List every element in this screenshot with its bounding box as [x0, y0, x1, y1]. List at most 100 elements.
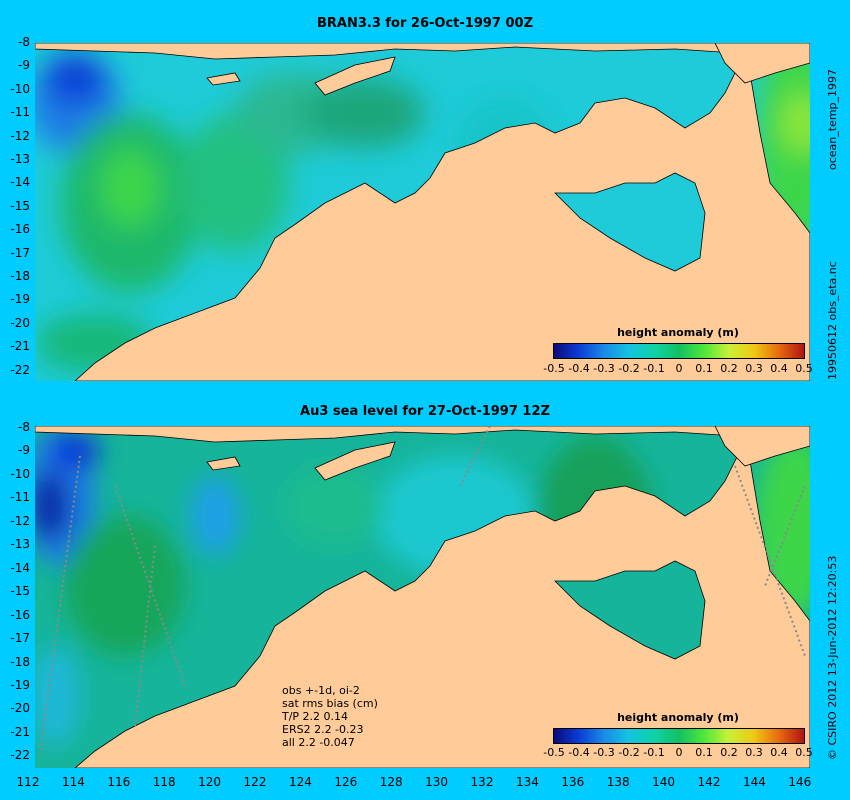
- y-tick-label: -12: [10, 513, 30, 528]
- x-tick-label: 138: [606, 775, 630, 789]
- colorbar-tick-label: 0.2: [720, 746, 738, 759]
- x-tick-label: 134: [515, 775, 539, 789]
- top-gulf-carpentaria: [554, 172, 706, 272]
- colorbar-tick-label: -0.1: [643, 362, 665, 375]
- x-tick-label: 120: [198, 775, 222, 789]
- x-tick-label: 142: [697, 775, 721, 789]
- x-tick-label: 146: [788, 775, 812, 789]
- annotation-line: sat rms bias (cm): [282, 697, 378, 710]
- y-tick-label: -8: [18, 35, 30, 49]
- colorbar-tick-label: 0.1: [695, 362, 713, 375]
- x-tick-label: 130: [425, 775, 449, 789]
- colorbar-tick-label: 0.5: [795, 746, 813, 759]
- annotation-line: T/P 2.2 0.14: [282, 710, 349, 723]
- bottom-map-panel: [35, 426, 810, 768]
- y-tick-label: -17: [10, 631, 30, 646]
- y-tick-label: -15: [10, 198, 30, 213]
- annotation-line: obs +-1d, oi-2: [282, 684, 360, 697]
- y-tick-label: -16: [10, 222, 30, 237]
- colorbar-tick-label: -0.5: [543, 746, 565, 759]
- top-colorbar: [553, 343, 805, 359]
- y-tick-label: -19: [10, 292, 30, 307]
- y-tick-label: -15: [10, 584, 30, 599]
- y-tick-label: -20: [10, 315, 30, 330]
- y-tick-label: -9: [18, 58, 30, 73]
- colorbar-tick-label: -0.4: [568, 362, 590, 375]
- colorbar-tick-label: -0.5: [543, 362, 565, 375]
- y-tick-label: -10: [10, 466, 30, 481]
- top-side-label-file: ocean_temp_1997: [826, 68, 839, 170]
- colorbar-tick-label: 0.2: [720, 362, 738, 375]
- bottom-colorbar: [553, 728, 805, 744]
- colorbar-tick-label: -0.3: [593, 362, 615, 375]
- stats-annotation: obs +-1d, oi-2 sat rms bias (cm) T/P 2.2…: [282, 684, 378, 749]
- y-tick-label: -16: [10, 607, 30, 622]
- x-tick-label: 132: [470, 775, 494, 789]
- annotation-line: all 2.2 -0.047: [282, 736, 355, 749]
- y-tick-label: -11: [10, 490, 30, 505]
- y-tick-label: -17: [10, 245, 30, 260]
- colorbar-tick-label: 0.3: [745, 362, 763, 375]
- x-tick-label: 126: [334, 775, 358, 789]
- top-land-sumba: [206, 72, 241, 86]
- y-tick-label: -9: [18, 443, 30, 458]
- y-tick-label: -19: [10, 677, 30, 692]
- satellite-tracks: [39, 426, 806, 757]
- colorbar-tick-label: -0.2: [618, 746, 640, 759]
- annotation-line: ERS2 2.2 -0.23: [282, 723, 364, 736]
- colorbar-tick-label: -0.2: [618, 362, 640, 375]
- x-tick-label: 140: [652, 775, 676, 789]
- x-tick-label: 116: [107, 775, 131, 789]
- x-tick-label: 118: [152, 775, 176, 789]
- y-tick-label: -21: [10, 724, 30, 739]
- bottom-land-australia: [74, 450, 810, 768]
- y-tick-label: -22: [10, 748, 30, 763]
- y-tick-label: -14: [10, 175, 30, 190]
- x-tick-label: 144: [742, 775, 766, 789]
- x-tick-label: 114: [61, 775, 85, 789]
- y-tick-label: -13: [10, 152, 30, 166]
- y-tick-label: -10: [10, 81, 30, 96]
- colorbar-tick-label: 0.4: [770, 362, 788, 375]
- top-map-title: BRAN3.3 for 26-Oct-1997 00Z: [316, 16, 534, 31]
- bottom-map-title: Au3 sea level for 27-Oct-1997 12Z: [300, 404, 550, 419]
- y-tick-label: -18: [10, 654, 30, 669]
- colorbar-tick-label: 0.1: [695, 746, 713, 759]
- bottom-land-timor: [314, 441, 396, 481]
- bottom-map-plot: [35, 426, 810, 768]
- y-tick-label: -18: [10, 269, 30, 283]
- y-tick-label: -13: [10, 537, 30, 552]
- y-tick-label: -12: [10, 128, 30, 143]
- x-tick-label: 136: [561, 775, 585, 789]
- bottom-colorbar-title: height anomaly (m): [617, 711, 739, 724]
- x-tick-label: 122: [243, 775, 267, 789]
- top-land-australia: [74, 62, 810, 381]
- bottom-gulf-carpentaria: [554, 560, 706, 660]
- y-tick-label: -22: [10, 362, 30, 377]
- x-tick-label: 112: [16, 775, 40, 789]
- top-colorbar-title: height anomaly (m): [617, 326, 739, 339]
- top-map-plot: [35, 43, 810, 381]
- top-land-png: [714, 43, 810, 84]
- bottom-land-png: [714, 426, 810, 467]
- y-tick-label: -11: [10, 105, 30, 120]
- colorbar-tick-label: 0.4: [770, 746, 788, 759]
- y-tick-label: -8: [18, 420, 30, 434]
- colorbar-tick-label: 0: [675, 746, 683, 759]
- colorbar-tick-label: -0.1: [643, 746, 665, 759]
- bottom-side-label-copyright: © CSIRO 2012 13-Jun-2012 12:20:53: [826, 555, 839, 760]
- x-tick-label: 124: [288, 775, 312, 789]
- y-tick-label: -14: [10, 560, 30, 575]
- colorbar-tick-label: 0.3: [745, 746, 763, 759]
- top-map-panel: [35, 43, 810, 381]
- y-tick-label: -20: [10, 701, 30, 716]
- x-tick-label: 128: [379, 775, 403, 789]
- top-side-label-obs: 19950612 obs_eta.nc: [826, 261, 839, 380]
- colorbar-tick-label: -0.4: [568, 746, 590, 759]
- top-land-timor: [314, 56, 396, 96]
- colorbar-tick-label: -0.3: [593, 746, 615, 759]
- colorbar-tick-label: 0: [675, 362, 683, 375]
- bottom-land-sumba: [206, 456, 241, 471]
- y-tick-label: -21: [10, 339, 30, 354]
- colorbar-tick-label: 0.5: [795, 362, 813, 375]
